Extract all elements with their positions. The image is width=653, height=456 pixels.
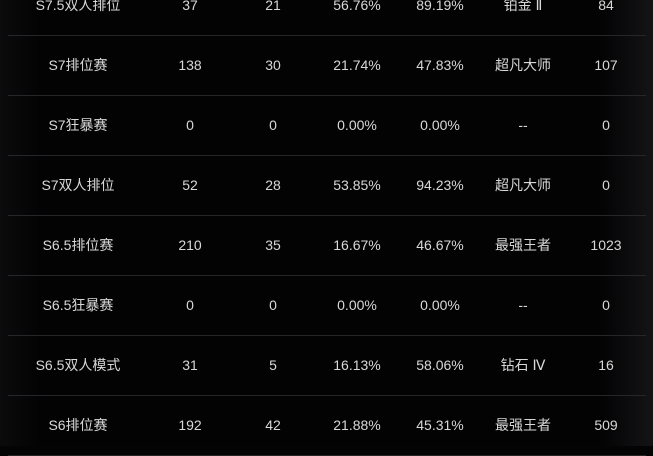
rate-2-cell: 47.83%	[416, 57, 464, 73]
rank-cell: 超凡大师	[495, 177, 551, 193]
games-cell: 192	[178, 417, 202, 433]
season-mode-cell: S6排位赛	[48, 417, 108, 433]
games-cell: 0	[186, 297, 194, 313]
col-2-cell: 0	[269, 297, 277, 313]
points-cell: 0	[602, 297, 610, 313]
table-row: S6.5排位赛 210 35 16.67% 46.67% 最强王者 1023	[8, 216, 646, 276]
rate-2-cell: 89.19%	[416, 0, 464, 13]
games-cell: 138	[178, 57, 202, 73]
rate-2-cell: 0.00%	[420, 117, 460, 133]
games-cell: 210	[178, 237, 202, 253]
rank-cell: 最强王者	[495, 417, 551, 433]
rate-2-cell: 46.67%	[416, 237, 464, 253]
col-2-cell: 35	[265, 237, 281, 253]
games-cell: 0	[186, 117, 194, 133]
col-2-cell: 30	[265, 57, 281, 73]
points-cell: 1023	[590, 237, 622, 253]
rank-cell: 铂金 Ⅱ	[503, 0, 543, 13]
rank-cell: 最强王者	[495, 237, 551, 253]
background	[0, 0, 653, 446]
season-mode-cell: S6.5双人模式	[35, 357, 121, 373]
season-mode-cell: S7排位赛	[48, 57, 108, 73]
points-cell: 0	[602, 117, 610, 133]
season-mode-cell: S6.5狂暴赛	[42, 297, 114, 313]
table-row: S6.5双人模式 31 5 16.13% 58.06% 钻石 Ⅳ 16	[8, 336, 646, 396]
points-cell: 84	[598, 0, 614, 13]
col-2-cell: 42	[265, 417, 281, 433]
rate-2-cell: 45.31%	[416, 417, 464, 433]
rank-cell: --	[518, 297, 528, 313]
games-cell: 31	[182, 357, 198, 373]
games-cell: 37	[182, 0, 198, 13]
points-cell: 509	[594, 417, 618, 433]
rate-2-cell: 58.06%	[416, 357, 464, 373]
rate-1-cell: 0.00%	[337, 297, 377, 313]
season-mode-cell: S6.5排位赛	[42, 237, 114, 253]
table-row: S6排位赛 192 42 21.88% 45.31% 最强王者 509	[8, 396, 646, 456]
points-cell: 0	[602, 177, 610, 193]
rank-cell: --	[518, 117, 528, 133]
col-2-cell: 5	[269, 357, 277, 373]
table-row: S7.5双人排位 37 21 56.76% 89.19% 铂金 Ⅱ 84	[8, 0, 646, 36]
games-cell: 52	[182, 177, 198, 193]
rate-2-cell: 94.23%	[416, 177, 464, 193]
col-2-cell: 0	[269, 117, 277, 133]
table-row: S6.5狂暴赛 0 0 0.00% 0.00% -- 0	[8, 276, 646, 336]
rate-2-cell: 0.00%	[420, 297, 460, 313]
season-mode-cell: S7.5双人排位	[35, 0, 121, 13]
rate-1-cell: 0.00%	[337, 117, 377, 133]
rate-1-cell: 56.76%	[333, 0, 381, 13]
rate-1-cell: 16.13%	[333, 357, 381, 373]
season-mode-cell: S7双人排位	[41, 177, 115, 193]
col-2-cell: 21	[265, 0, 281, 13]
col-2-cell: 28	[265, 177, 281, 193]
season-mode-cell: S7狂暴赛	[48, 117, 108, 133]
season-stats-table: S7.5双人排位 37 21 56.76% 89.19% 铂金 Ⅱ 84 S7排位赛 138 30…	[8, 0, 646, 456]
table-row: S7狂暴赛 0 0 0.00% 0.00% -- 0	[8, 96, 646, 156]
rank-cell: 钻石 Ⅳ	[500, 357, 546, 373]
rate-1-cell: 21.88%	[333, 417, 381, 433]
points-cell: 16	[598, 357, 614, 373]
points-cell: 107	[594, 57, 618, 73]
table-row: S7双人排位 52 28 53.85% 94.23% 超凡大师 0	[8, 156, 646, 216]
rate-1-cell: 21.74%	[333, 57, 381, 73]
rank-cell: 超凡大师	[495, 57, 551, 73]
rate-1-cell: 53.85%	[333, 177, 381, 193]
table-row: S7排位赛 138 30 21.74% 47.83% 超凡大师 107	[8, 36, 646, 96]
rate-1-cell: 16.67%	[333, 237, 381, 253]
